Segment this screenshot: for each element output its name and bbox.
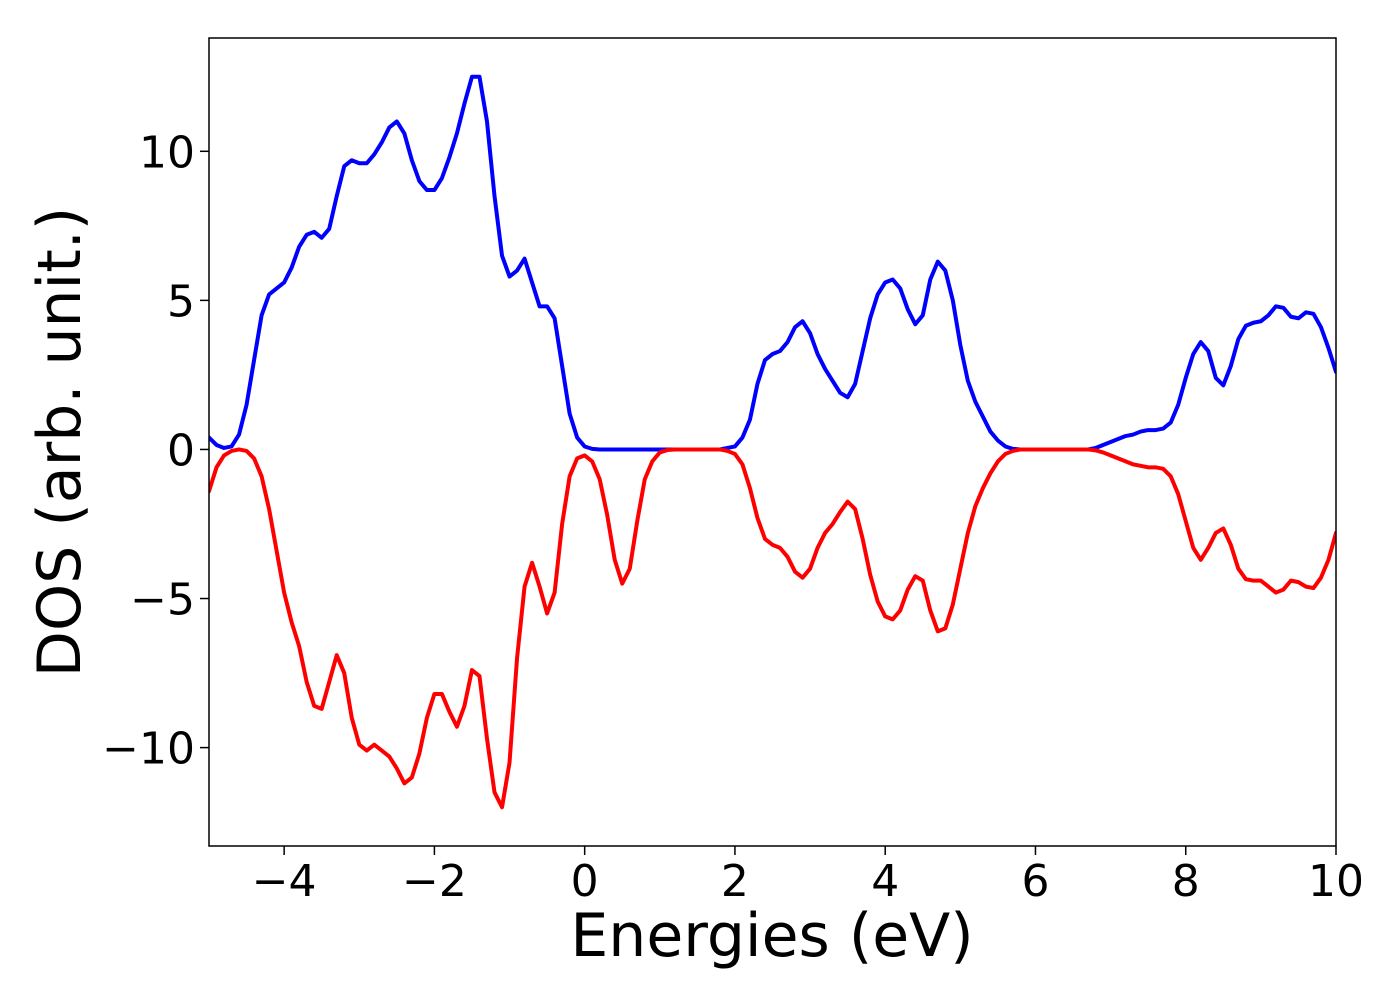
- y-tick-label: 5: [167, 276, 195, 327]
- x-tick-label: 6: [1021, 856, 1049, 907]
- x-axis-label: Energies (eV): [570, 901, 973, 971]
- y-axis-label: DOS (arb. unit.): [25, 207, 95, 677]
- plot-frame: [208, 37, 1337, 847]
- dos-line: [209, 447, 1336, 810]
- y-tick-label: 10: [139, 127, 195, 178]
- x-tick-label: 8: [1172, 856, 1200, 907]
- x-tick-label: −2: [402, 856, 467, 907]
- plot-lines: [209, 74, 1336, 810]
- x-tick-label: 4: [871, 856, 899, 907]
- x-tick-label: 2: [721, 856, 749, 907]
- y-tick-label: 0: [167, 425, 195, 476]
- x-tick-label: −4: [252, 856, 317, 907]
- y-tick-label: −5: [130, 575, 195, 626]
- x-tick-label: 0: [571, 856, 599, 907]
- dos-line: [209, 74, 1336, 452]
- y-tick-label: −10: [102, 724, 195, 775]
- x-tick-label: 10: [1308, 856, 1364, 907]
